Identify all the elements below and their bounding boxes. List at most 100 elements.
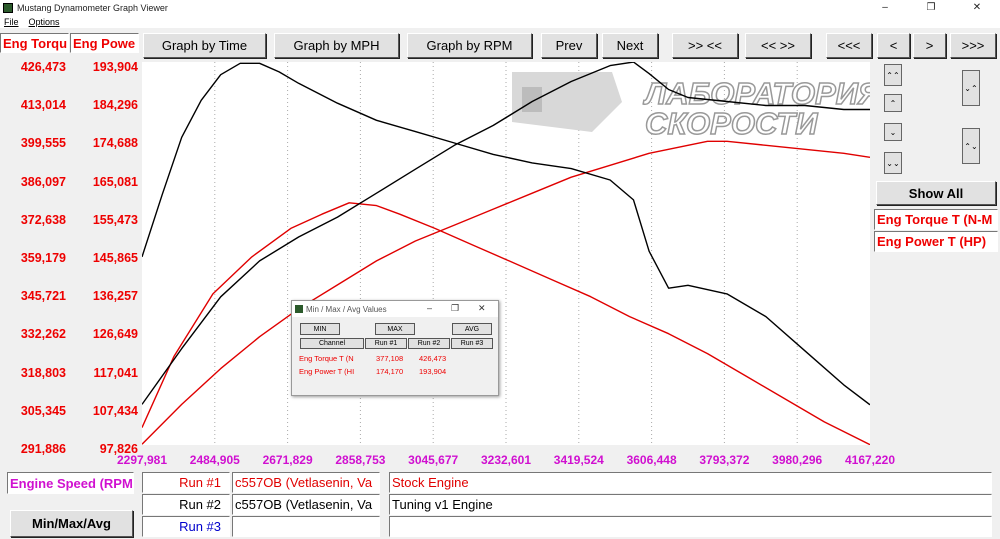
- rpm-tick-label: 3045,677: [408, 453, 459, 467]
- dialog-row-power-run1: 174,170: [376, 367, 404, 376]
- torque-tick-label: 345,721: [20, 289, 66, 304]
- rpm-tick-label: 3232,601: [480, 453, 532, 467]
- dialog-row-torque-run2: 426,473: [419, 354, 447, 363]
- series-line-run1-torque: [142, 202, 870, 445]
- torque-tick-label: 332,262: [20, 327, 66, 342]
- dialog-channel-header: Channel: [300, 338, 364, 349]
- app-icon: [3, 2, 13, 13]
- torque-tick-label: 291,886: [20, 442, 66, 456]
- run-label[interactable]: Run #3: [142, 516, 230, 537]
- power-tick-label: 97,826: [99, 442, 138, 456]
- dialog-row-torque-run1: 377,108: [376, 354, 404, 363]
- power-tick-label: 174,688: [92, 136, 138, 151]
- minimize-button[interactable]: –: [882, 2, 888, 13]
- run-vehicle[interactable]: [232, 516, 380, 537]
- torque-tick-label: 305,345: [20, 403, 66, 418]
- graph-by-mph-button[interactable]: Graph by MPH: [274, 33, 399, 58]
- compress-vertical-button[interactable]: ⌃⌄: [962, 128, 980, 164]
- window-title: Mustang Dynamometer Graph Viewer: [17, 2, 168, 13]
- torque-tick-label: 426,473: [20, 60, 66, 74]
- channel-power-label[interactable]: Eng Power T (HP): [874, 231, 998, 252]
- dialog-row-power-run2: 193,904: [419, 367, 447, 376]
- power-tick-label: 165,081: [92, 174, 138, 189]
- expand-vertical-button[interactable]: ⌄⌃: [962, 70, 980, 106]
- scroll-down-fast-button[interactable]: ⌄⌄: [884, 152, 902, 174]
- dialog-run2-header: Run #2: [408, 338, 450, 349]
- power-axis-header: Eng Powe: [70, 33, 139, 53]
- power-tick-label: 126,649: [92, 327, 138, 342]
- rpm-tick-label: 2484,905: [189, 453, 240, 467]
- scroll-up-button[interactable]: ⌃: [884, 94, 902, 112]
- dialog-run1-header: Run #1: [365, 338, 407, 349]
- torque-axis-header: Eng Torqu: [0, 33, 69, 53]
- dialog-close-button[interactable]: ✕: [478, 303, 486, 313]
- torque-tick-label: 386,097: [20, 174, 66, 189]
- x-axis-channel-label[interactable]: Engine Speed (RPM: [7, 472, 134, 494]
- rpm-tick-label: 2297,981: [116, 453, 168, 467]
- close-button[interactable]: ✕: [972, 2, 982, 13]
- min-max-avg-dialog: Min / Max / Avg Values – ❐ ✕ MIN MAX AVG…: [291, 300, 499, 396]
- scroll-far-left-button[interactable]: <<<: [826, 33, 872, 58]
- power-tick-label: 136,257: [92, 289, 138, 304]
- menu-bar: File Options: [0, 15, 1000, 28]
- dialog-minimize-button[interactable]: –: [427, 303, 433, 313]
- watermark-line2: СКОРОСТИ: [645, 106, 818, 141]
- run-description[interactable]: Tuning v1 Engine: [389, 494, 992, 515]
- run-description[interactable]: Stock Engine: [389, 472, 992, 493]
- torque-tick-label: 413,014: [20, 98, 66, 113]
- graph-by-time-button[interactable]: Graph by Time: [143, 33, 266, 58]
- dialog-avg-button[interactable]: AVG: [452, 323, 492, 335]
- graph-by-rpm-button[interactable]: Graph by RPM: [407, 33, 532, 58]
- torque-tick-label: 372,638: [20, 212, 66, 227]
- power-tick-label: 155,473: [92, 212, 138, 227]
- menu-options[interactable]: Options: [28, 16, 60, 27]
- run-vehicle[interactable]: c557OB (Vetlasenin, Va: [232, 472, 380, 493]
- run-description[interactable]: [389, 516, 992, 537]
- prev-button[interactable]: Prev: [541, 33, 597, 58]
- watermark-line1: ЛАБОРАТОРИЯ: [643, 76, 870, 111]
- title-bar: Mustang Dynamometer Graph Viewer – ❐ ✕: [0, 0, 1000, 15]
- torque-tick-label: 359,179: [20, 251, 66, 265]
- menu-file[interactable]: File: [4, 16, 19, 27]
- power-tick-label: 193,904: [92, 60, 138, 74]
- power-tick-label: 184,296: [92, 98, 138, 113]
- power-tick-label: 107,434: [92, 403, 138, 418]
- power-tick-label: 117,041: [93, 365, 139, 380]
- dialog-max-button[interactable]: MAX: [375, 323, 415, 335]
- torque-tick-label: 399,555: [20, 136, 66, 151]
- dialog-maximize-button[interactable]: ❐: [451, 303, 460, 313]
- series-line-run2-torque: [142, 62, 870, 406]
- min-max-avg-button[interactable]: Min/Max/Avg: [10, 510, 133, 537]
- rpm-tick-label: 3980,296: [772, 453, 823, 467]
- next-button[interactable]: Next: [602, 33, 658, 58]
- rpm-tick-label: 3793,372: [699, 453, 750, 467]
- series-line-run2-power: [142, 62, 870, 405]
- dialog-app-icon: [295, 305, 303, 313]
- run-label[interactable]: Run #1: [142, 472, 230, 493]
- scroll-far-right-button[interactable]: >>>: [950, 33, 996, 58]
- dialog-title: Min / Max / Avg Values: [306, 304, 387, 314]
- dialog-row-power-name: Eng Power T (HI: [299, 367, 355, 376]
- show-all-button[interactable]: Show All: [876, 181, 996, 205]
- dialog-run3-header: Run #3: [451, 338, 493, 349]
- dialog-min-button[interactable]: MIN: [300, 323, 340, 335]
- rpm-tick-label: 2671,829: [262, 453, 313, 467]
- rpm-tick-label: 4167,220: [844, 453, 896, 467]
- series-line-run1-power: [142, 140, 870, 445]
- zoom-in-button[interactable]: >> <<: [672, 33, 738, 58]
- dyno-chart: ЛАБОРАТОРИЯ СКОРОСТИ: [142, 62, 870, 445]
- dialog-row-torque-name: Eng Torque T (N: [299, 354, 354, 363]
- scroll-down-button[interactable]: ⌄: [884, 123, 902, 141]
- torque-tick-label: 318,803: [20, 365, 66, 380]
- scroll-right-button[interactable]: >: [913, 33, 946, 58]
- power-tick-label: 145,865: [92, 251, 138, 265]
- run-vehicle[interactable]: c557OB (Vetlasenin, Va: [232, 494, 380, 515]
- rpm-tick-label: 2858,753: [335, 453, 386, 467]
- scroll-left-button[interactable]: <: [877, 33, 910, 58]
- maximize-button[interactable]: ❐: [926, 2, 936, 13]
- zoom-out-button[interactable]: << >>: [745, 33, 811, 58]
- scroll-up-fast-button[interactable]: ⌃⌃: [884, 64, 902, 86]
- channel-torque-label[interactable]: Eng Torque T (N-M: [874, 209, 998, 230]
- rpm-tick-label: 3606,448: [626, 453, 677, 467]
- run-label[interactable]: Run #2: [142, 494, 230, 515]
